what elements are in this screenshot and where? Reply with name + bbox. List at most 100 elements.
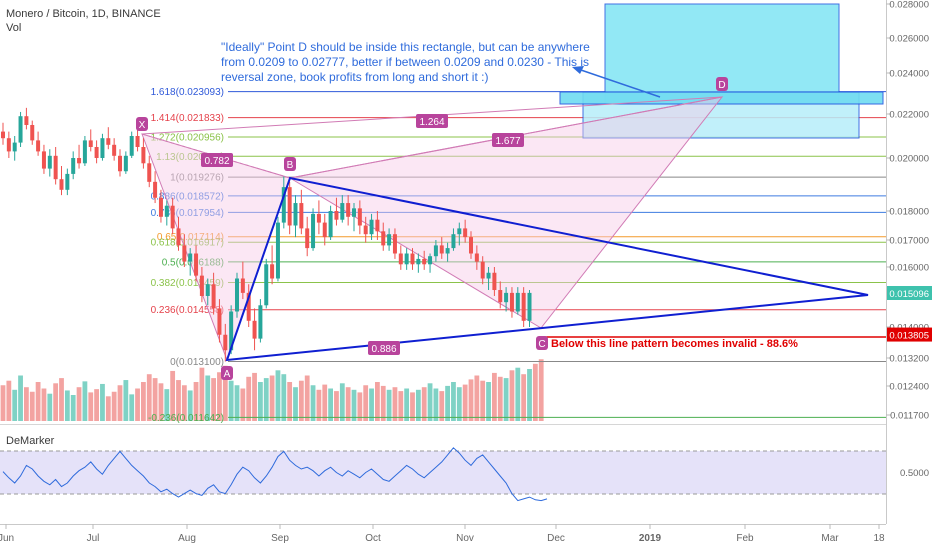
volume-bar <box>293 387 298 421</box>
candle-body <box>135 136 140 147</box>
candle-body <box>158 197 163 217</box>
ratio-label: 0.782 <box>204 156 229 167</box>
volume-bar <box>339 383 345 421</box>
volume-bar <box>357 392 363 421</box>
candle-body <box>509 292 514 312</box>
candle-body <box>398 253 403 265</box>
candle-body <box>36 140 41 152</box>
price-tick-label: 0.011700 <box>890 411 929 422</box>
candle-body <box>498 290 503 303</box>
demarker-layer <box>2 447 548 502</box>
candle-body <box>305 228 310 249</box>
candle-body <box>404 253 409 265</box>
volume-bar <box>24 387 29 421</box>
candle-body <box>112 144 117 156</box>
candle-body <box>311 213 316 249</box>
candle-body <box>410 253 415 265</box>
candle-body <box>334 211 339 220</box>
candle-body <box>59 179 64 190</box>
point-label-d: D <box>718 80 725 91</box>
triangle-outline[interactable] <box>225 176 869 362</box>
volume-bar <box>193 382 199 421</box>
volume-bar <box>538 359 544 421</box>
time-tick-label: Jul <box>87 533 100 544</box>
annotation-note[interactable]: "Ideally" Point D should be inside this … <box>221 40 590 84</box>
fib-level-label: 0.65(0.017114) <box>157 232 224 243</box>
point-label-box <box>536 336 548 350</box>
time-tick-label: 2019 <box>639 533 662 544</box>
volume-bar <box>246 376 252 421</box>
volume-bar <box>70 395 76 421</box>
candle-body <box>194 253 199 276</box>
candle-body <box>480 261 485 279</box>
volume-bar <box>141 382 146 421</box>
volume-bar <box>64 390 70 421</box>
price-tick-label: 0.028000 <box>889 0 929 11</box>
demarker-line[interactable] <box>2 447 548 502</box>
fib-level-label: 1.618(0.023093) <box>151 87 224 98</box>
volume-bar <box>170 370 176 421</box>
candle-body <box>346 203 351 217</box>
candle-body <box>235 278 239 312</box>
fib-level-label: 1.414(0.021833) <box>151 113 224 124</box>
volume-bar <box>363 385 369 421</box>
candle-body <box>258 305 263 339</box>
candle-body <box>381 231 386 246</box>
candle-body <box>18 116 23 143</box>
volume-bar <box>515 367 521 421</box>
candle-body <box>77 158 82 164</box>
volume-bar <box>281 374 287 421</box>
volume-bar <box>111 391 117 421</box>
volume-bar <box>205 375 211 421</box>
candle-body <box>30 125 35 141</box>
volume-bar <box>421 387 427 421</box>
demarker-band <box>0 451 886 494</box>
candle-body <box>65 173 70 190</box>
volume-bar <box>527 369 532 421</box>
volume-bar <box>88 392 94 421</box>
price-tick-label: 0.024000 <box>889 69 929 80</box>
volume-bar <box>222 365 228 421</box>
price-tick-label: 0.018000 <box>889 207 929 218</box>
candle-body <box>369 219 374 235</box>
fibonacci-levels: 1.618(0.023093) 1.414(0.021833) 1.272(0.02… <box>148 87 886 424</box>
volume-bar <box>164 389 170 421</box>
volume-bar <box>217 372 222 421</box>
volume-bar <box>76 387 82 421</box>
volume-bar <box>404 388 410 421</box>
volume-bar <box>258 382 263 421</box>
volume-bar <box>53 383 59 421</box>
fib-level-label: 0.236(0.014558) <box>151 305 224 316</box>
volume-bar <box>94 389 99 421</box>
volume-bar <box>105 396 111 421</box>
volume-bar <box>451 382 456 421</box>
point-label-box <box>716 77 728 91</box>
time-tick-label: Aug <box>178 533 196 544</box>
point-label-box <box>284 157 296 171</box>
invalidation-note[interactable]: Below this line pattern becomes invalid … <box>551 338 798 350</box>
volume-bar <box>12 389 18 421</box>
candle-body <box>82 140 87 164</box>
candle-body <box>357 208 362 226</box>
point-label-box <box>221 366 233 380</box>
volume-bar <box>176 380 181 421</box>
candle-body <box>316 213 321 223</box>
fib-level-label: 0.786(0.017954) <box>151 208 224 219</box>
candle-body <box>352 208 356 217</box>
volume-bar <box>456 387 462 421</box>
candle-body <box>428 256 433 265</box>
volume-bar <box>29 391 35 421</box>
indicator-name: DeMarker <box>6 435 55 447</box>
volume-bar <box>181 385 187 421</box>
arrow-head-icon <box>572 66 584 74</box>
fib-level-label: -0.236(0.011642) <box>148 413 224 424</box>
volume-bar <box>328 388 333 421</box>
candle-body <box>469 237 473 254</box>
price-tick-label: 0.016000 <box>889 263 929 274</box>
volume-bar <box>334 391 339 421</box>
candle-body <box>416 258 421 265</box>
volume-bar <box>287 382 293 421</box>
candle-body <box>123 155 128 172</box>
